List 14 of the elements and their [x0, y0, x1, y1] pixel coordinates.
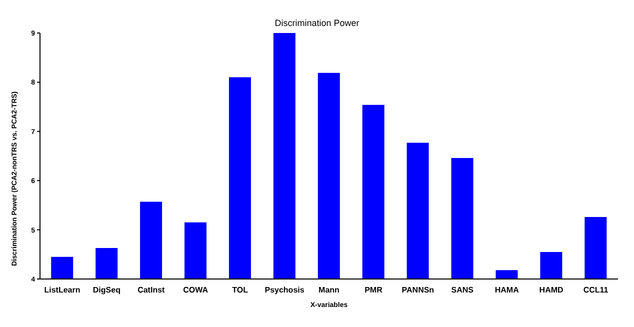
x-tick-label: Mann: [318, 286, 340, 295]
chart-title: Discrimination Power: [274, 18, 360, 28]
x-tick-label: COWA: [183, 286, 208, 295]
x-tick-label: ListLearn: [44, 286, 80, 295]
x-tick-label: Psychosis: [264, 286, 305, 295]
x-tick-label: DigSeq: [92, 286, 121, 295]
x-tick-label: CatInst: [138, 286, 166, 295]
x-tick-label: HAMD: [539, 286, 564, 295]
x-tick-label: PMR: [364, 286, 383, 295]
x-tick-label: HAMA: [494, 286, 520, 295]
x-tick-label: CCL11: [583, 286, 609, 295]
x-tick-label: SANS: [451, 286, 474, 295]
x-tick-label: TOL: [232, 286, 248, 295]
x-tick-label: PANNSn: [402, 286, 434, 295]
